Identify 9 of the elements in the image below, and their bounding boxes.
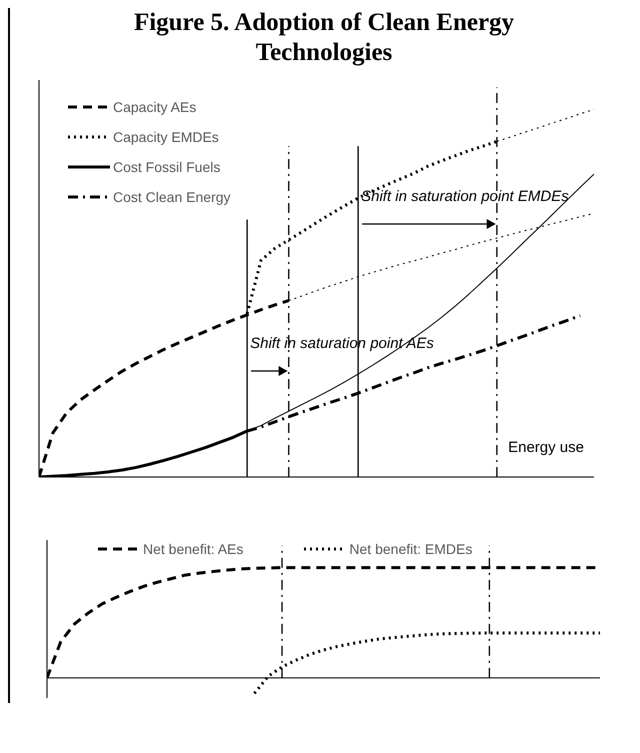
chart-title: Figure 5. Adoption of Clean Energy Technologies: [132, 8, 516, 68]
legend-label: Cost Fossil Fuels: [113, 159, 220, 175]
legend-label: Net benefit: EMDEs: [349, 541, 472, 557]
annotation: Shift in saturation point EMDEs: [361, 188, 569, 205]
x-axis-title: Energy use: [508, 439, 584, 456]
legend-label: Net benefit: AEs: [143, 541, 244, 557]
legend-label: Capacity AEs: [113, 99, 196, 115]
legend-label: Cost Clean Energy: [113, 189, 231, 205]
legend-label: Capacity EMDEs: [113, 129, 219, 145]
